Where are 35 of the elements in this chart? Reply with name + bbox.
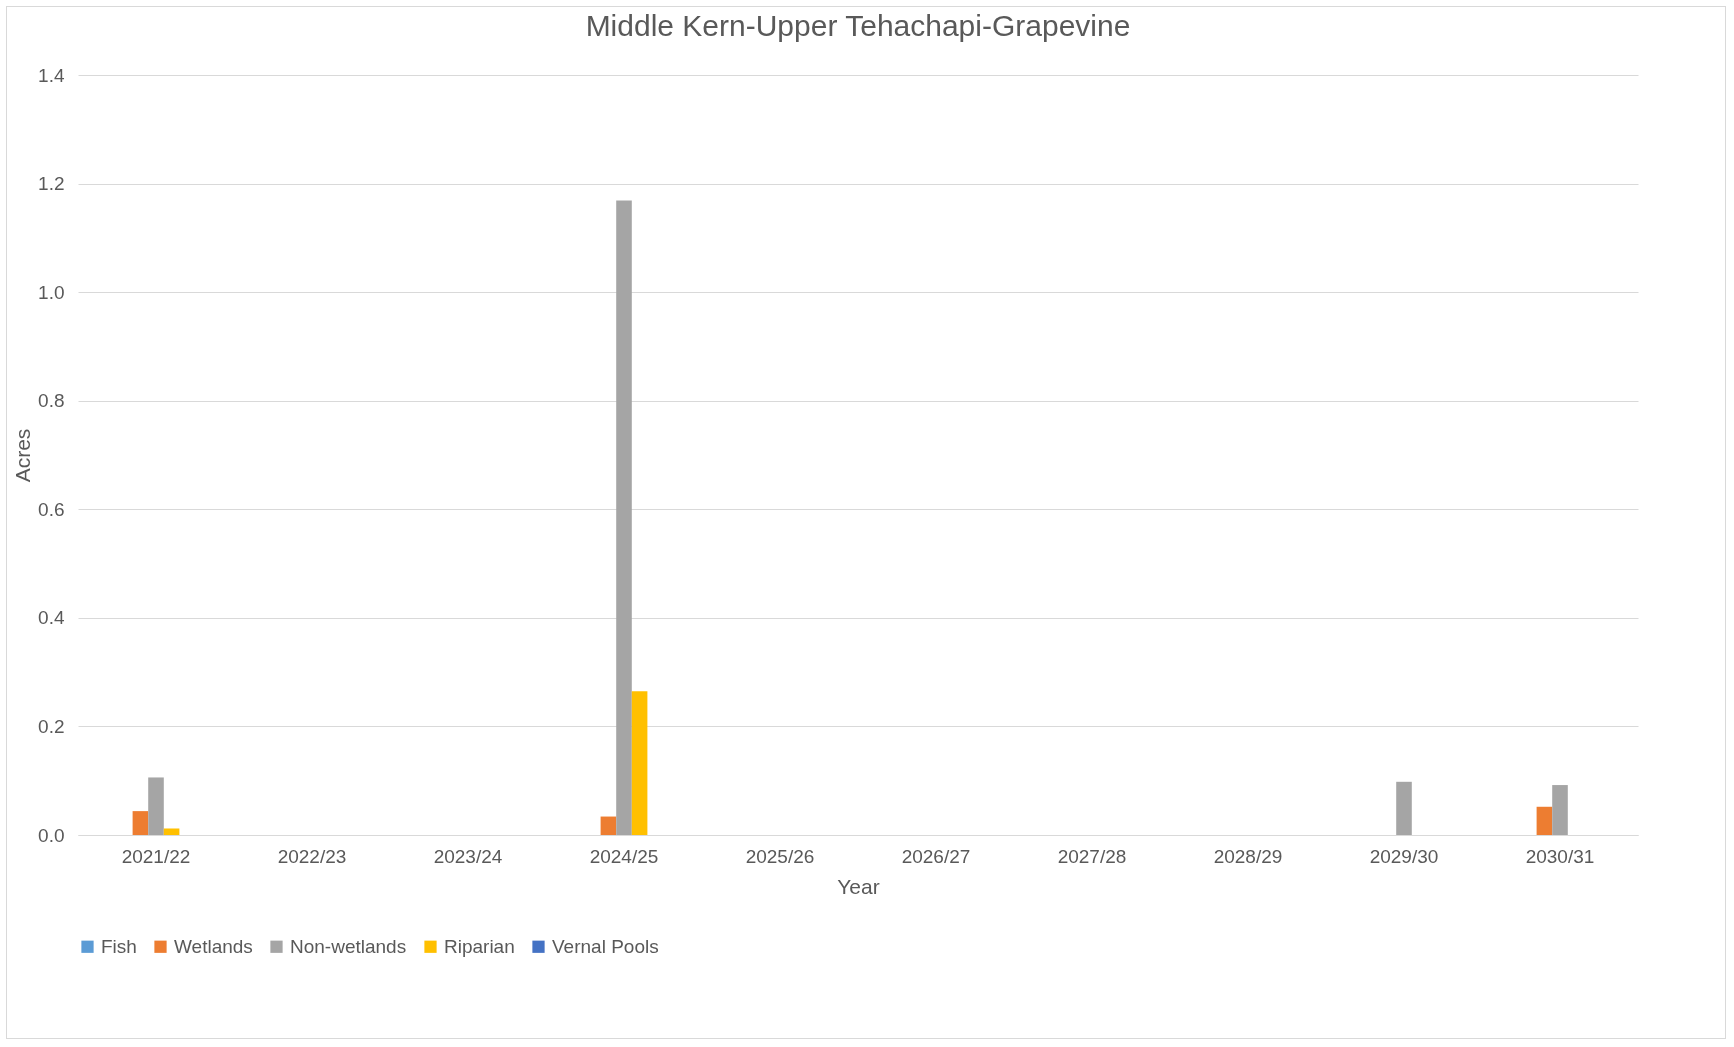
y-axis-title: Acres: [11, 428, 35, 483]
y-tick-label: 0.0: [38, 824, 65, 846]
x-tick-label: 2027/28: [1057, 845, 1127, 867]
y-tick-label: 0.8: [38, 390, 65, 412]
y-tick-label: 1.2: [38, 173, 65, 195]
y-tick-label: 0.6: [38, 498, 65, 520]
legend-label: Wetlands: [174, 935, 253, 957]
bar: [163, 828, 180, 835]
x-tick-label: 2025/26: [745, 845, 815, 867]
bar: [1536, 806, 1553, 835]
bar: [616, 200, 632, 835]
y-tick-label: 1.0: [38, 281, 65, 303]
bar: [631, 691, 648, 835]
x-tick-label: 2029/30: [1369, 845, 1439, 867]
x-tick-label: 2024/25: [589, 845, 659, 867]
legend-label: Vernal Pools: [552, 935, 659, 957]
bar: [148, 777, 164, 835]
bar: [600, 816, 617, 835]
legend-label: Riparian: [444, 935, 515, 957]
legend-label: Fish: [101, 935, 137, 957]
bar: [1552, 785, 1568, 835]
y-tick-label: 0.4: [38, 607, 65, 629]
y-tick-label: 1.4: [38, 64, 65, 86]
y-tick-label: 0.2: [38, 715, 65, 737]
x-tick-label: 2023/24: [433, 845, 503, 867]
bar: [1396, 781, 1412, 835]
x-tick-label: 2021/22: [121, 845, 191, 867]
chart-title: Middle Kern-Upper Tehachapi-Grapevine: [585, 9, 1131, 42]
x-axis-title: Year: [837, 874, 880, 898]
x-tick-label: 2028/29: [1213, 845, 1283, 867]
x-tick-label: 2026/27: [901, 845, 971, 867]
x-tick-label: 2030/31: [1525, 845, 1595, 867]
x-tick-label: 2022/23: [277, 845, 347, 867]
legend-label: Non-wetlands: [290, 935, 407, 957]
bar: [132, 811, 149, 835]
